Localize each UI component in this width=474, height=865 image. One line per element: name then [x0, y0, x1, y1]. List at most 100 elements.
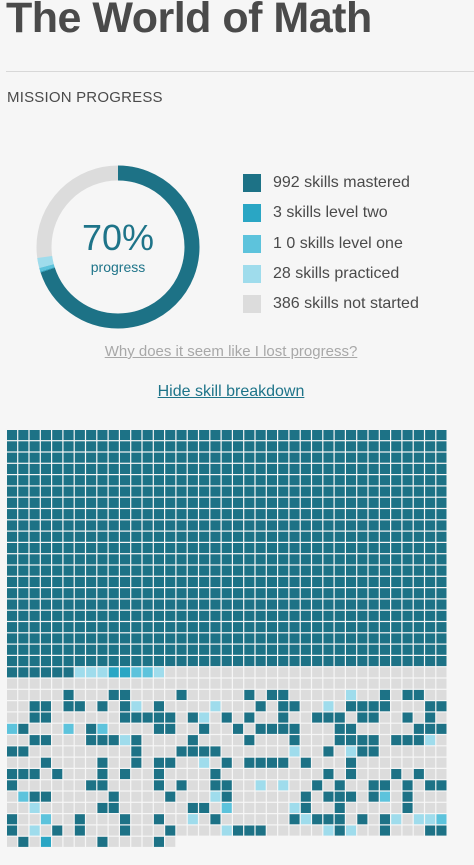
skill-cell[interactable]: [74, 644, 85, 655]
skill-cell[interactable]: [40, 712, 51, 723]
skill-cell[interactable]: [108, 814, 119, 825]
skill-cell[interactable]: [255, 554, 266, 565]
skill-cell[interactable]: [52, 780, 63, 791]
skill-cell[interactable]: [176, 780, 187, 791]
skill-cell[interactable]: [323, 735, 334, 746]
skill-cell[interactable]: [233, 452, 244, 463]
skill-cell[interactable]: [425, 701, 436, 712]
skill-cell[interactable]: [210, 769, 221, 780]
skill-cell[interactable]: [413, 475, 424, 486]
skill-cell[interactable]: [18, 678, 29, 689]
skill-cell[interactable]: [436, 610, 447, 621]
skill-cell[interactable]: [108, 497, 119, 508]
skill-cell[interactable]: [244, 723, 255, 734]
skill-cell[interactable]: [153, 509, 164, 520]
skill-cell[interactable]: [334, 565, 345, 576]
skill-cell[interactable]: [289, 475, 300, 486]
skill-cell[interactable]: [368, 509, 379, 520]
skill-cell[interactable]: [176, 610, 187, 621]
skill-cell[interactable]: [244, 509, 255, 520]
skill-cell[interactable]: [334, 644, 345, 655]
skill-cell[interactable]: [300, 599, 311, 610]
skill-cell[interactable]: [131, 588, 142, 599]
skill-cell[interactable]: [176, 475, 187, 486]
skill-cell[interactable]: [266, 735, 277, 746]
skill-cell[interactable]: [391, 644, 402, 655]
skill-cell[interactable]: [289, 441, 300, 452]
skill-cell[interactable]: [289, 565, 300, 576]
skill-cell[interactable]: [199, 452, 210, 463]
skill-cell[interactable]: [176, 814, 187, 825]
skill-cell[interactable]: [233, 701, 244, 712]
skill-cell[interactable]: [334, 814, 345, 825]
skill-cell[interactable]: [131, 554, 142, 565]
skill-cell[interactable]: [402, 825, 413, 836]
skill-cell[interactable]: [153, 814, 164, 825]
skill-cell[interactable]: [368, 543, 379, 554]
skill-cell[interactable]: [86, 757, 97, 768]
skill-cell[interactable]: [221, 701, 232, 712]
skill-cell[interactable]: [391, 678, 402, 689]
skill-cell[interactable]: [334, 723, 345, 734]
skill-cell[interactable]: [221, 610, 232, 621]
skill-cell[interactable]: [74, 723, 85, 734]
skill-cell[interactable]: [255, 430, 266, 441]
skill-cell[interactable]: [199, 791, 210, 802]
skill-cell[interactable]: [323, 656, 334, 667]
skill-cell[interactable]: [391, 430, 402, 441]
skill-cell[interactable]: [413, 554, 424, 565]
skill-cell[interactable]: [63, 746, 74, 757]
skill-cell[interactable]: [221, 814, 232, 825]
skill-cell[interactable]: [379, 814, 390, 825]
skill-cell[interactable]: [391, 576, 402, 587]
skill-cell[interactable]: [7, 836, 18, 847]
skill-cell[interactable]: [165, 599, 176, 610]
skill-cell[interactable]: [52, 554, 63, 565]
skill-cell[interactable]: [357, 554, 368, 565]
skill-cell[interactable]: [413, 588, 424, 599]
skill-cell[interactable]: [244, 452, 255, 463]
skill-cell[interactable]: [312, 825, 323, 836]
skill-cell[interactable]: [165, 746, 176, 757]
skill-cell[interactable]: [63, 486, 74, 497]
skill-cell[interactable]: [379, 757, 390, 768]
skill-cell[interactable]: [221, 497, 232, 508]
skill-cell[interactable]: [244, 780, 255, 791]
skill-cell[interactable]: [52, 475, 63, 486]
skill-cell[interactable]: [97, 576, 108, 587]
skill-cell[interactable]: [74, 746, 85, 757]
skill-cell[interactable]: [86, 599, 97, 610]
skill-cell[interactable]: [323, 565, 334, 576]
skill-cell[interactable]: [7, 588, 18, 599]
skill-cell[interactable]: [187, 746, 198, 757]
skill-cell[interactable]: [7, 723, 18, 734]
skill-cell[interactable]: [425, 769, 436, 780]
skill-cell[interactable]: [402, 757, 413, 768]
skill-cell[interactable]: [199, 475, 210, 486]
skill-cell[interactable]: [108, 780, 119, 791]
skill-cell[interactable]: [391, 463, 402, 474]
skill-cell[interactable]: [357, 802, 368, 813]
skill-cell[interactable]: [300, 791, 311, 802]
skill-cell[interactable]: [142, 565, 153, 576]
skill-cell[interactable]: [266, 633, 277, 644]
skill-cell[interactable]: [199, 746, 210, 757]
skill-cell[interactable]: [120, 509, 131, 520]
skill-cell[interactable]: [266, 576, 277, 587]
skill-cell[interactable]: [357, 610, 368, 621]
skill-cell[interactable]: [7, 520, 18, 531]
skill-cell[interactable]: [74, 667, 85, 678]
skill-cell[interactable]: [266, 554, 277, 565]
skill-cell[interactable]: [29, 441, 40, 452]
skill-cell[interactable]: [142, 531, 153, 542]
skill-cell[interactable]: [413, 531, 424, 542]
skill-cell[interactable]: [29, 836, 40, 847]
skill-cell[interactable]: [29, 565, 40, 576]
skill-cell[interactable]: [86, 543, 97, 554]
skill-cell[interactable]: [210, 509, 221, 520]
skill-cell[interactable]: [312, 430, 323, 441]
skill-cell[interactable]: [142, 712, 153, 723]
skill-cell[interactable]: [108, 746, 119, 757]
skill-cell[interactable]: [300, 565, 311, 576]
skill-cell[interactable]: [120, 780, 131, 791]
